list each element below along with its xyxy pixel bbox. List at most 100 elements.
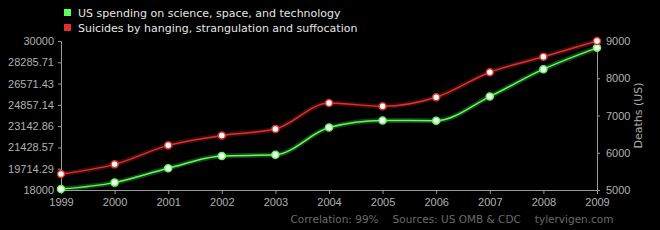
tick: 2004	[317, 190, 341, 208]
tick: 24857.14	[8, 99, 61, 111]
marker	[433, 117, 440, 124]
tick-label: 1999	[49, 196, 73, 208]
marker	[540, 66, 547, 73]
tick-label: 19714.29	[8, 163, 54, 175]
tick-mark	[490, 190, 491, 194]
tick-mark	[436, 190, 437, 194]
tick-label: 7000	[606, 110, 630, 122]
legend-swatch	[64, 9, 71, 16]
tick-label: 2005	[371, 196, 395, 208]
tick-mark	[275, 190, 276, 194]
tick-label: 2006	[424, 196, 448, 208]
tick-label: 2003	[264, 196, 288, 208]
plot-area	[58, 38, 601, 193]
marker	[594, 44, 601, 51]
tick-label: 2009	[585, 196, 609, 208]
marker	[58, 186, 65, 193]
background	[0, 0, 660, 230]
tick-mark	[58, 126, 61, 127]
marker	[326, 124, 333, 131]
tick: 9000	[597, 35, 630, 47]
tick-mark	[58, 84, 61, 85]
legend-label: US spending on science, space, and techn…	[78, 7, 341, 20]
tick-mark	[58, 41, 61, 42]
axis-line	[598, 42, 601, 191]
y2-axis: 5000 6000 7000 8000 9000	[597, 35, 630, 196]
series-line	[61, 48, 597, 189]
tick-mark	[115, 190, 116, 194]
tick-label: 24857.14	[8, 99, 54, 111]
marker	[486, 69, 493, 76]
marker	[379, 117, 386, 124]
line-glow	[61, 41, 597, 174]
tick-label: 2004	[317, 196, 341, 208]
annotation: tylervigen.com	[535, 213, 614, 225]
tick: 2003	[264, 190, 288, 208]
tick: 21428.57	[8, 141, 61, 153]
tick: 30000	[23, 35, 61, 47]
tick-label: 2001	[156, 196, 180, 208]
marker	[486, 93, 493, 100]
tick-mark	[597, 116, 600, 117]
legend-label: Suicides by hanging, strangulation and s…	[78, 22, 357, 35]
tick-mark	[597, 153, 600, 154]
tick: 2001	[156, 190, 180, 208]
tick-label: 2007	[478, 196, 502, 208]
series-line	[61, 41, 597, 174]
tick: 7000	[597, 110, 630, 122]
axis-line	[62, 191, 598, 195]
tick: 19714.29	[8, 163, 61, 175]
line-glow	[61, 48, 597, 189]
tick-label: 5000	[606, 184, 630, 196]
tick: 2006	[424, 190, 448, 208]
tick-mark	[597, 190, 600, 191]
tick: 2008	[532, 190, 556, 208]
tick-mark	[58, 62, 61, 63]
marker	[272, 126, 279, 133]
legend: US spending on science, space, and techn…	[64, 7, 357, 35]
tick: 8000	[597, 72, 630, 84]
footer: Correlation: 99% Sources: US OMB & CDC tyl…	[290, 213, 613, 225]
tick-label: 2008	[532, 196, 556, 208]
tick-label: 21428.57	[8, 141, 54, 153]
annotation: Correlation: 99%	[290, 213, 378, 225]
tick: 23142.86	[8, 120, 61, 132]
marker	[165, 165, 172, 172]
marker	[433, 94, 440, 101]
marker	[165, 142, 172, 149]
chart: 1999 2000 2001 2002 2003 2004 2005 2006 2007 2008…	[0, 0, 660, 230]
marker	[379, 103, 386, 110]
marker	[594, 38, 601, 45]
tick-label: 8000	[606, 72, 630, 84]
tick-label: 2000	[103, 196, 127, 208]
marker	[58, 171, 65, 178]
tick: 2007	[478, 190, 502, 208]
tick: 26571.43	[8, 78, 61, 90]
tick-mark	[329, 190, 330, 194]
tick-label: 6000	[606, 147, 630, 159]
annotation: Sources: US OMB & CDC	[393, 213, 521, 225]
tick-mark	[543, 190, 544, 194]
tick-label: 9000	[606, 35, 630, 47]
tick-mark	[58, 169, 61, 170]
marker	[218, 153, 225, 160]
y2-axis-title: Deaths (US)	[632, 82, 645, 148]
tick: 2002	[210, 190, 234, 208]
tick-label: 23142.86	[8, 120, 54, 132]
legend-swatch	[64, 24, 71, 31]
tick: 18000	[23, 184, 61, 196]
tick: 2005	[371, 190, 395, 208]
marker	[326, 99, 333, 106]
tick-label: 18000	[23, 184, 54, 196]
tick: 5000	[597, 184, 630, 196]
tick-label: 30000	[23, 35, 54, 47]
tick-mark	[383, 190, 384, 194]
marker	[111, 161, 118, 168]
tick-mark	[222, 190, 223, 194]
tick-mark	[58, 147, 61, 148]
tick-mark	[58, 105, 61, 106]
tick-mark	[597, 78, 600, 79]
axis-line	[58, 42, 62, 191]
tick: 28285.71	[8, 56, 61, 68]
tick-label: 28285.71	[8, 56, 54, 68]
